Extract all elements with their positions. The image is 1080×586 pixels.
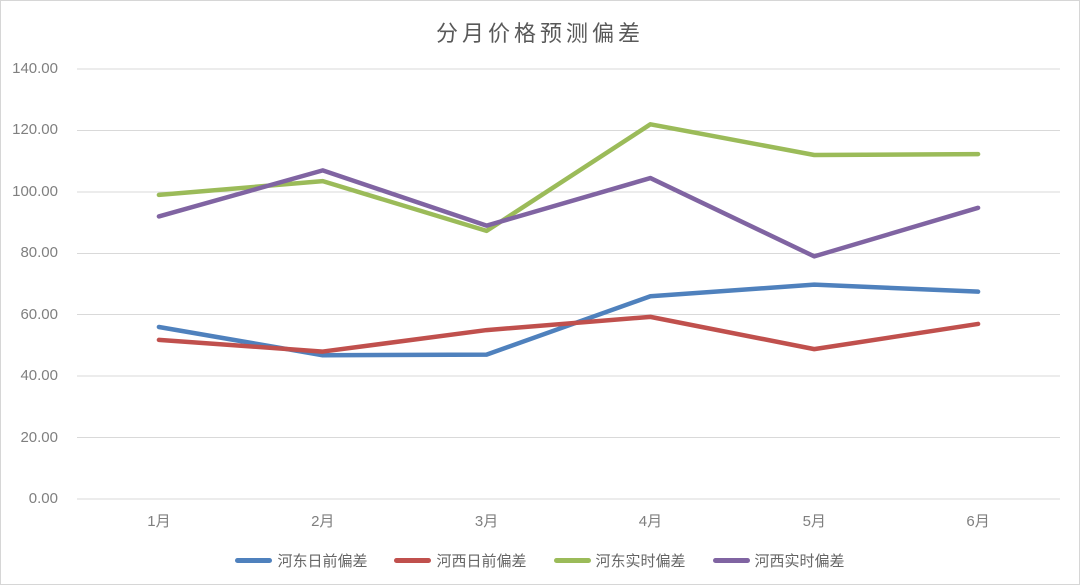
x-axis-label: 5月 xyxy=(802,513,826,530)
chart-legend: 河东日前偏差 河西日前偏差 河东实时偏差 河西实时偏差 xyxy=(1,548,1079,572)
legend-item-2: 河东实时偏差 xyxy=(553,550,686,571)
legend-item-1: 河西日前偏差 xyxy=(394,550,527,571)
legend-item-3: 河西实时偏差 xyxy=(712,550,845,571)
legend-label: 河西日前偏差 xyxy=(436,552,527,570)
y-axis-label: 60.00 xyxy=(20,305,58,323)
y-axis-label: 0.00 xyxy=(28,490,58,507)
legend-line-swatch xyxy=(394,557,432,563)
y-axis-label: 140.00 xyxy=(12,60,58,77)
series-line-1 xyxy=(156,314,981,354)
y-axis-label: 40.00 xyxy=(20,367,58,385)
series-line-2 xyxy=(156,122,981,234)
x-axis-label: 6月 xyxy=(966,513,990,530)
legend-label: 河东实时偏差 xyxy=(595,552,686,570)
x-axis-label: 1月 xyxy=(147,513,171,530)
y-axis-label: 100.00 xyxy=(12,182,58,200)
legend-line-swatch xyxy=(553,557,591,563)
legend-line-swatch xyxy=(235,557,273,563)
y-axis-label: 120.00 xyxy=(12,121,58,139)
series-line-3 xyxy=(156,168,981,259)
x-axis-label: 3月 xyxy=(474,513,499,530)
y-axis-label: 20.00 xyxy=(20,428,58,446)
legend-line-swatch xyxy=(712,557,750,563)
chart-title: 分月价格预测偏差 xyxy=(435,21,644,46)
y-axis-label: 80.00 xyxy=(20,244,58,262)
legend-label: 河西实时偏差 xyxy=(754,552,845,570)
x-axis-label: 4月 xyxy=(638,513,663,530)
x-axis-label: 2月 xyxy=(311,513,335,530)
legend-item-0: 河东日前偏差 xyxy=(235,550,367,571)
legend-label: 河东日前偏差 xyxy=(277,552,368,570)
